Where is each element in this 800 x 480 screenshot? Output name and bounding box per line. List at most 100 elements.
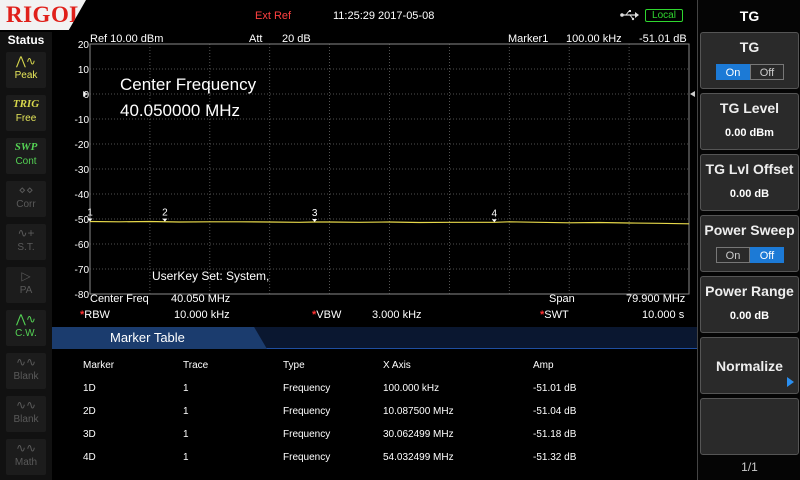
- rbw-value: 10.000 kHz: [174, 309, 230, 321]
- table-cell: 10.087500 MHz: [383, 406, 454, 417]
- att-value: 20 dB: [282, 33, 311, 45]
- marker-point: [162, 218, 168, 222]
- y-tick-label: -30: [75, 165, 90, 176]
- marker-table-tab[interactable]: Marker Table: [52, 327, 267, 349]
- marker-table-panel: Marker Table Marker Trace Type X Axis Amp 1D 1…: [52, 327, 697, 480]
- logo-text: RIGOL: [6, 2, 86, 27]
- tg-on-option[interactable]: On: [716, 64, 750, 80]
- center-freq-value: 40.050 MHz: [171, 293, 231, 305]
- corr-icon: ⋄⋄: [18, 183, 34, 197]
- page-indicator: 1/1: [741, 460, 758, 474]
- tg-toggle[interactable]: On Off: [716, 64, 784, 80]
- submenu-arrow-icon: [787, 377, 794, 387]
- marker1-freq: 100.00 kHz: [566, 33, 622, 45]
- table-cell: Frequency: [283, 383, 331, 394]
- power-sweep-on-option[interactable]: On: [716, 247, 750, 263]
- marker-table-title: Marker Table: [110, 330, 185, 345]
- spectrum-display: 20 10 0 -10 -20 -30 -40 -50 -60 -70 -80 1 2 3 4 Ref 1…: [52, 32, 697, 327]
- tg-softkey[interactable]: TG On Off: [700, 32, 799, 89]
- status-button-free[interactable]: TRIG Free: [6, 95, 46, 131]
- table-cell: 2D: [83, 406, 96, 417]
- power-sweep-off-option[interactable]: Off: [750, 247, 784, 263]
- column-header: Marker: [83, 360, 115, 371]
- status-button-label: Cont: [15, 156, 37, 167]
- y-tick-label: -40: [75, 190, 90, 201]
- y-tick-label: -10: [75, 115, 90, 126]
- local-badge[interactable]: Local: [645, 9, 683, 22]
- status-button-blank[interactable]: ∿∿ Blank: [6, 396, 46, 432]
- status-button-peak[interactable]: ⋀∿ Peak: [6, 52, 46, 88]
- power-sweep-softkey[interactable]: Power Sweep On Off: [700, 215, 799, 272]
- marker1-label: Marker1: [508, 33, 549, 45]
- y-tick-label: -80: [75, 290, 90, 301]
- tg-lvl-offset-softkey[interactable]: TG Lvl Offset 0.00 dB: [700, 154, 799, 211]
- st-icon: ∿+: [17, 226, 35, 240]
- table-cell: 1: [183, 406, 189, 417]
- tg-lvl-offset-label: TG Lvl Offset: [705, 161, 794, 177]
- swt-indicator: *SWT: [540, 309, 569, 321]
- status-button-label: Corr: [16, 199, 36, 210]
- menu-title: TG: [739, 8, 760, 24]
- marker-point: [491, 219, 497, 223]
- status-button-label: Free: [15, 113, 37, 124]
- status-button-label: PA: [19, 285, 33, 296]
- y-tick-label: -20: [75, 140, 90, 151]
- datetime: 11:25:29 2017-05-08: [333, 10, 435, 22]
- table-cell: Frequency: [283, 429, 331, 440]
- status-button-label: C.W.: [15, 328, 37, 339]
- status-button-pa[interactable]: ▷ PA: [6, 267, 46, 303]
- peak-icon: ⋀∿: [16, 54, 36, 68]
- userkey-set-text: UserKey Set: System,: [152, 269, 270, 283]
- marker-point: [87, 218, 93, 222]
- vbw-indicator: *VBW: [312, 309, 341, 321]
- column-header: Amp: [533, 360, 554, 371]
- marker-label: 2: [162, 208, 168, 219]
- status-button-cw[interactable]: ⋀∿ C.W.: [6, 310, 46, 346]
- column-header: Trace: [183, 360, 209, 371]
- blank2-icon: ∿∿: [15, 398, 37, 412]
- cw-icon: ⋀∿: [16, 312, 36, 326]
- normalize-softkey[interactable]: Normalize: [700, 337, 799, 394]
- tg-label: TG: [739, 39, 760, 55]
- y-tick-label: 10: [78, 65, 90, 76]
- status-button-st[interactable]: ∿+ S.T.: [6, 224, 46, 260]
- y-tick-label: 20: [78, 40, 90, 51]
- usb-icon: [620, 10, 639, 21]
- power-sweep-toggle[interactable]: On Off: [716, 247, 784, 263]
- spectrum-plot: 20 10 0 -10 -20 -30 -40 -50 -60 -70 -80 1 2 3 4: [75, 40, 695, 301]
- empty-softkey[interactable]: [700, 398, 799, 455]
- att-label: Att: [249, 33, 263, 45]
- column-header: Type: [283, 360, 305, 371]
- status-button-corr[interactable]: ⋄⋄ Corr: [6, 181, 46, 217]
- tg-level-softkey[interactable]: TG Level 0.00 dBm: [700, 93, 799, 150]
- status-button-math[interactable]: ∿∿ Math: [6, 439, 46, 475]
- tg-level-label: TG Level: [719, 100, 780, 116]
- swt-star: *: [540, 309, 545, 321]
- table-cell: Frequency: [283, 452, 331, 463]
- tg-lvl-offset-value: 0.00 dB: [729, 188, 770, 200]
- rigol-logo: RIGOL: [0, 0, 86, 30]
- y-tick-label: -50: [75, 215, 90, 226]
- column-header: X Axis: [383, 360, 411, 371]
- vbw-star: *: [312, 309, 317, 321]
- swt-value: 10.000 s: [642, 309, 685, 321]
- status-title: Status: [7, 33, 45, 47]
- math-icon: ∿∿: [15, 441, 37, 455]
- status-button-cont[interactable]: SWP Cont: [6, 138, 46, 174]
- status-button-blank[interactable]: ∿∿ Blank: [6, 353, 46, 389]
- ref-level-arrow-icon: [690, 91, 695, 97]
- vbw-label: VBW: [316, 309, 342, 321]
- marker1-amp: -51.01 dB: [639, 33, 687, 45]
- rbw-star: *: [80, 309, 85, 321]
- status-bar: Status ⋀∿ Peak TRIG Free SWP Cont ⋄⋄ Corr ∿+ S.T.…: [0, 32, 52, 480]
- power-range-softkey[interactable]: Power Range 0.00 dB: [700, 276, 799, 333]
- y-tick-labels: 20 10 0 -10 -20 -30 -40 -50 -60 -70 -80: [75, 40, 90, 301]
- swp-icon: SWP: [14, 141, 38, 153]
- tg-off-option[interactable]: Off: [750, 64, 784, 80]
- ref-level: Ref 10.00 dBm: [90, 33, 164, 45]
- table-cell: Frequency: [283, 406, 331, 417]
- marker-table-tab-bar: Marker Table: [52, 327, 697, 349]
- status-button-label: Blank: [13, 371, 39, 382]
- span-label: Span: [549, 293, 575, 305]
- span-value: 79.900 MHz: [626, 293, 686, 305]
